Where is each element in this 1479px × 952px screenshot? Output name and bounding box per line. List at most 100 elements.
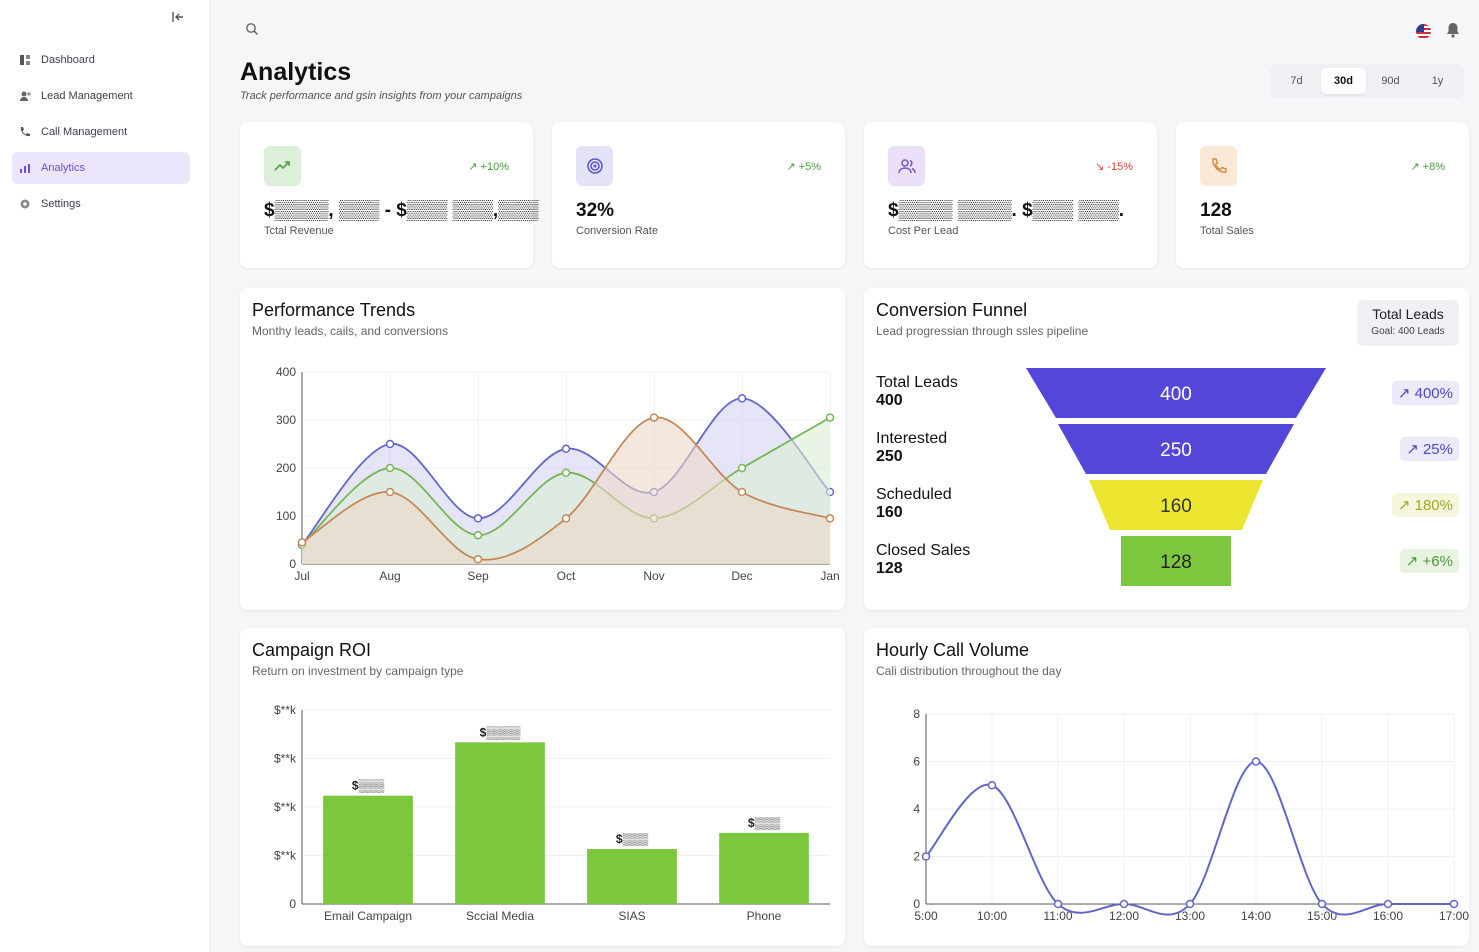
page-subtitle: Track performance and gsin insights from… bbox=[240, 90, 523, 102]
kpi-delta: ↗ +5% bbox=[786, 161, 821, 173]
notifications-button[interactable] bbox=[1446, 22, 1460, 38]
series-2-point bbox=[737, 487, 747, 497]
card-title: Hourly Call Volume bbox=[876, 640, 1030, 660]
kpi-value: 32% bbox=[576, 200, 615, 221]
funnel-segment-value: 400 bbox=[1160, 384, 1192, 405]
y-tick-label: 0 bbox=[289, 897, 296, 911]
funnel-percent-badge: ↗ +6% bbox=[1399, 549, 1459, 573]
trend-up-icon bbox=[273, 161, 290, 171]
call-volume-point bbox=[1317, 899, 1327, 909]
funnel-stage-label: Interested 250 bbox=[876, 430, 1016, 466]
series-1-point bbox=[561, 468, 571, 478]
sidebar-item-label: Settings bbox=[41, 198, 81, 210]
stage-value: 128 bbox=[876, 560, 903, 577]
series-2-point bbox=[385, 487, 395, 497]
x-tick-label: Oct bbox=[557, 569, 576, 583]
arrow-down-right-icon: ↘ bbox=[1095, 161, 1105, 173]
hourly-call-volume-card: Hourly Call Volume Cali distribution thr… bbox=[864, 628, 1469, 946]
card-title: Campaign ROI bbox=[252, 640, 372, 660]
y-tick-label: 300 bbox=[276, 413, 296, 427]
y-tick-label: $**k bbox=[274, 703, 297, 717]
stage-value: 160 bbox=[876, 504, 903, 521]
sidebar-nav: Dashboard Lead Management Call Managemen… bbox=[12, 44, 190, 224]
kpi-card-total-sales: ↗ +8% 128 Total Sales bbox=[1176, 122, 1469, 268]
card-title: Conversion Funnel bbox=[876, 300, 1028, 320]
funnel-percent-badge: ↗ 400% bbox=[1391, 381, 1459, 405]
y-tick-label: $**k bbox=[274, 752, 297, 766]
sidebar-item-settings[interactable]: Settings bbox=[12, 188, 190, 220]
x-tick-label: Email Campaign bbox=[324, 909, 412, 923]
x-tick-label: SIAS bbox=[618, 909, 645, 923]
x-tick-label: Jan bbox=[820, 569, 839, 583]
arrow-up-right-icon: ↗ bbox=[786, 161, 796, 173]
funnel-segment-interested bbox=[1058, 424, 1294, 474]
series-2-point bbox=[561, 514, 571, 523]
kpi-label: Total Sales bbox=[1200, 225, 1254, 237]
series-1-point bbox=[737, 463, 747, 473]
x-tick-label: Sep bbox=[467, 569, 489, 583]
y-tick-label: 4 bbox=[913, 802, 920, 816]
sidebar-item-dashboard[interactable]: Dashboard bbox=[12, 44, 190, 76]
x-tick-label: 11:00 bbox=[1043, 909, 1072, 923]
funnel-stage-label: Closed Sales 128 bbox=[876, 542, 1016, 578]
sidebar-item-label: Dashboard bbox=[41, 54, 95, 66]
bar-value-label: $▒▒▒▒ bbox=[480, 725, 521, 739]
range-90d[interactable]: 90d bbox=[1381, 75, 1400, 87]
sidebar-item-label: Analytics bbox=[41, 162, 86, 174]
series-2-area bbox=[302, 417, 830, 564]
range-30d[interactable]: 30d bbox=[1321, 68, 1366, 94]
hourly-chart: 0 2 4 6 8 5:00 10:00 11:00 12:00 13:00 14:00 15:00 1… bbox=[913, 707, 1469, 923]
range-7d[interactable]: 7d bbox=[1290, 75, 1303, 87]
series-2-point bbox=[825, 514, 835, 523]
series-1-point bbox=[825, 413, 835, 422]
card-subtitle: Monthy leads, cails, and conversions bbox=[252, 324, 449, 338]
gear-icon bbox=[18, 197, 32, 211]
series-0-point bbox=[561, 444, 571, 454]
main-content: Analytics Track performance and gsin ins… bbox=[210, 0, 1479, 952]
sidebar-item-lead-management[interactable]: Lead Management bbox=[12, 80, 190, 112]
kpi-label: Cost Per Lead bbox=[888, 225, 959, 237]
series-0-point bbox=[473, 514, 483, 523]
x-tick-label: 15:00 bbox=[1307, 909, 1337, 923]
x-tick-label: 5:00 bbox=[914, 909, 938, 923]
x-tick-label: 13:00 bbox=[1175, 909, 1205, 923]
search-button[interactable] bbox=[245, 22, 261, 38]
call-volume-point bbox=[1251, 757, 1261, 766]
kpi-icon-box bbox=[888, 146, 925, 186]
kpi-card-conversion-rate: ↗ +5% 32% Conversion Rate bbox=[552, 122, 845, 268]
arrow-up-right-icon: ↗ bbox=[1410, 161, 1420, 173]
kpi-label: Tctal Revenue bbox=[264, 225, 334, 237]
sidebar-item-label: Lead Management bbox=[41, 90, 133, 102]
x-tick-label: Phone bbox=[747, 909, 782, 923]
bar-value-label: $▒▒▒ bbox=[352, 779, 385, 793]
call-volume-point bbox=[1383, 899, 1393, 909]
range-1y[interactable]: 1y bbox=[1431, 75, 1444, 87]
y-tick-label: 0 bbox=[913, 897, 920, 911]
series-1-point bbox=[473, 530, 483, 540]
kpi-delta: ↘ -15% bbox=[1095, 161, 1133, 173]
card-subtitle: Cali distribution throughout the day bbox=[876, 664, 1062, 678]
sidebar: Dashboard Lead Management Call Managemen… bbox=[0, 0, 210, 952]
y-tick-label: 200 bbox=[276, 461, 296, 475]
collapse-sidebar-button[interactable] bbox=[168, 10, 188, 28]
call-volume-point bbox=[1053, 899, 1063, 909]
stage-name: Scheduled bbox=[876, 486, 952, 503]
stage-value: 400 bbox=[876, 392, 903, 409]
sidebar-item-call-management[interactable]: Call Management bbox=[12, 116, 190, 148]
x-tick-label: 16:00 bbox=[1373, 909, 1403, 923]
funnel-segment-closed-sales bbox=[1121, 536, 1231, 586]
x-tick-label: Aug bbox=[379, 569, 400, 583]
collapse-left-icon bbox=[172, 12, 183, 22]
funnel-percent-badge: ↗ 25% bbox=[1400, 437, 1459, 461]
sidebar-item-analytics[interactable]: Analytics bbox=[12, 152, 190, 184]
bar-value-label: $▒▒▒ bbox=[748, 816, 781, 830]
series-0-point bbox=[385, 439, 395, 449]
funnel-stage-label: Scheduled 160 bbox=[876, 486, 1016, 522]
y-tick-label: 8 bbox=[913, 707, 920, 721]
arrow-up-right-icon: ↗ bbox=[1406, 441, 1423, 458]
funnel-segment-value: 250 bbox=[1160, 440, 1192, 461]
badge-title: Total Leads bbox=[1372, 306, 1444, 322]
y-tick-label: $**k bbox=[274, 849, 297, 863]
language-flag-icon[interactable] bbox=[1416, 24, 1431, 39]
x-tick-label: 10:00 bbox=[977, 909, 1007, 923]
